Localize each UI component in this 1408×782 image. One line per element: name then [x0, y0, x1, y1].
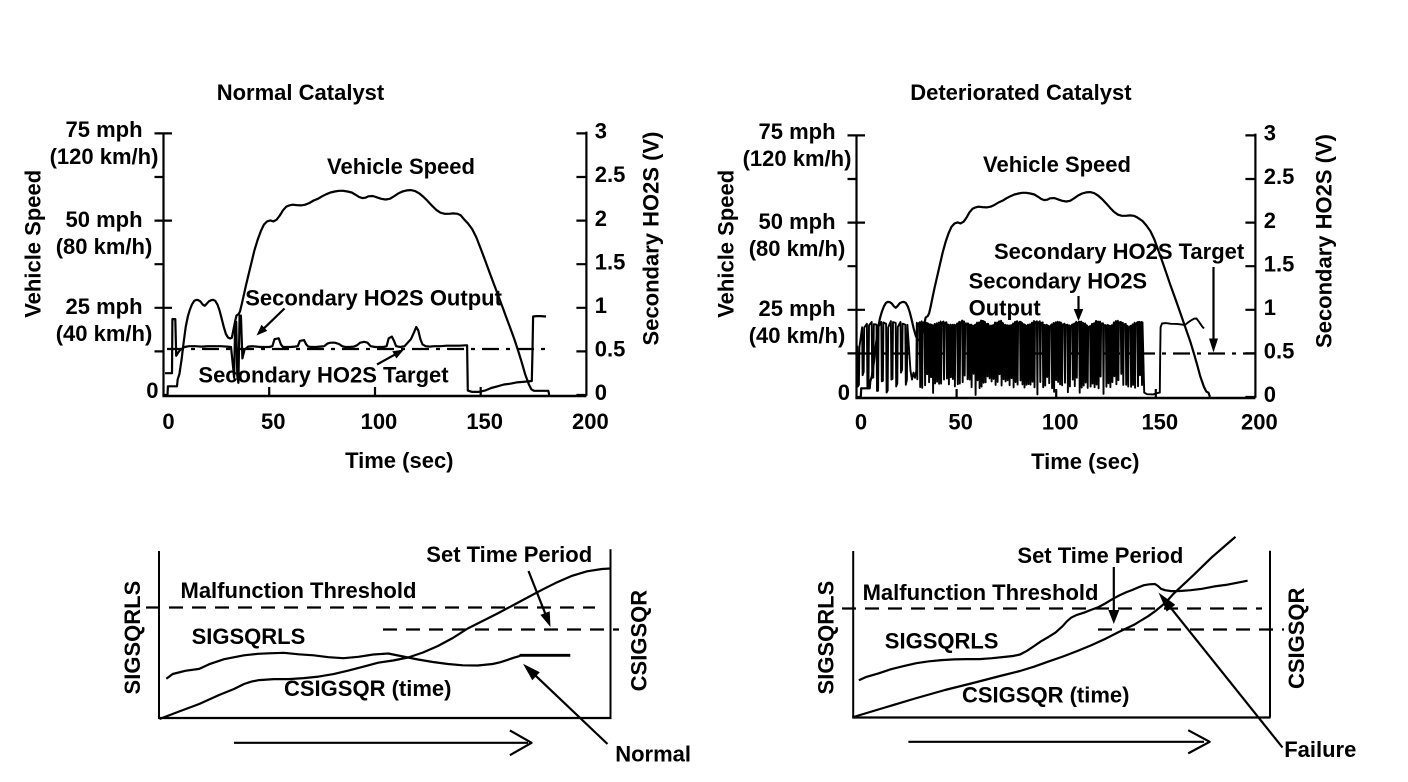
- svg-text:200: 200: [1241, 410, 1278, 435]
- svg-text:1.5: 1.5: [1264, 251, 1295, 276]
- svg-text:3: 3: [595, 119, 607, 144]
- svg-text:Secondary HO2S Target: Secondary HO2S Target: [198, 363, 449, 388]
- svg-text:25 mph: 25 mph: [758, 296, 835, 321]
- svg-text:Secondary HO2S Output: Secondary HO2S Output: [245, 286, 502, 311]
- svg-text:Vehicle Speed: Vehicle Speed: [983, 152, 1131, 177]
- svg-text:150: 150: [1141, 410, 1178, 435]
- svg-text:0: 0: [838, 380, 850, 405]
- svg-text:1: 1: [1264, 295, 1276, 320]
- svg-text:0: 0: [146, 378, 158, 403]
- svg-text:Secondary HO2S (V): Secondary HO2S (V): [1311, 134, 1336, 348]
- svg-text:50 mph: 50 mph: [65, 207, 142, 232]
- svg-text:1: 1: [595, 293, 607, 318]
- svg-text:50: 50: [261, 409, 285, 434]
- svg-text:50: 50: [948, 410, 972, 435]
- svg-text:Malfunction Threshold: Malfunction Threshold: [181, 578, 417, 603]
- svg-text:100: 100: [1042, 410, 1079, 435]
- svg-text:0: 0: [1264, 382, 1276, 407]
- svg-text:2: 2: [1264, 208, 1276, 233]
- svg-text:0: 0: [855, 410, 867, 435]
- svg-text:Time (sec): Time (sec): [1031, 449, 1139, 474]
- svg-text:75 mph: 75 mph: [758, 119, 835, 144]
- svg-text:150: 150: [466, 409, 503, 434]
- svg-text:0.5: 0.5: [1264, 339, 1295, 364]
- svg-text:Vehicle Speed: Vehicle Speed: [21, 170, 46, 318]
- svg-text:50 mph: 50 mph: [758, 209, 835, 234]
- svg-text:Set Time Period: Set Time Period: [426, 542, 592, 567]
- svg-text:CSIGSQR: CSIGSQR: [1284, 587, 1309, 689]
- svg-text:3: 3: [1264, 121, 1276, 146]
- svg-text:CSIGSQR (time): CSIGSQR (time): [962, 682, 1129, 707]
- svg-text:0: 0: [595, 380, 607, 405]
- svg-text:CSIGSQR: CSIGSQR: [626, 590, 651, 692]
- svg-text:Secondary HO2S Target: Secondary HO2S Target: [994, 239, 1245, 264]
- svg-text:Failure: Failure: [1284, 737, 1356, 762]
- svg-text:(80 km/h): (80 km/h): [749, 236, 846, 261]
- svg-text:100: 100: [361, 409, 398, 434]
- svg-text:Vehicle Speed: Vehicle Speed: [714, 170, 739, 318]
- svg-text:2.5: 2.5: [1264, 164, 1295, 189]
- svg-text:CSIGSQR (time): CSIGSQR (time): [284, 676, 451, 701]
- svg-text:SIGSQRLS: SIGSQRLS: [120, 581, 145, 695]
- svg-text:Vehicle Speed: Vehicle Speed: [327, 154, 475, 179]
- svg-text:200: 200: [572, 409, 609, 434]
- svg-text:75 mph: 75 mph: [65, 117, 142, 142]
- svg-text:Malfunction Threshold: Malfunction Threshold: [863, 580, 1099, 605]
- svg-text:0.5: 0.5: [595, 337, 626, 362]
- svg-text:Normal Catalyst: Normal Catalyst: [217, 80, 385, 105]
- svg-text:SIGSQRLS: SIGSQRLS: [814, 581, 839, 695]
- svg-text:2: 2: [595, 206, 607, 231]
- svg-text:25 mph: 25 mph: [65, 294, 142, 319]
- svg-text:Deteriorated Catalyst: Deteriorated Catalyst: [910, 80, 1132, 105]
- svg-text:Normal: Normal: [615, 742, 691, 767]
- svg-text:Output: Output: [969, 295, 1042, 320]
- svg-text:Set Time Period: Set Time Period: [1017, 543, 1183, 568]
- svg-text:Secondary HO2S (V): Secondary HO2S (V): [638, 132, 663, 346]
- svg-text:(40 km/h): (40 km/h): [56, 321, 153, 346]
- svg-text:Secondary HO2S: Secondary HO2S: [969, 269, 1148, 294]
- svg-text:2.5: 2.5: [595, 162, 626, 187]
- svg-text:(120 km/h): (120 km/h): [50, 144, 159, 169]
- svg-text:(40 km/h): (40 km/h): [749, 323, 846, 348]
- svg-text:SIGSQRLS: SIGSQRLS: [885, 629, 999, 654]
- svg-text:1.5: 1.5: [595, 249, 626, 274]
- svg-text:(80 km/h): (80 km/h): [56, 234, 153, 259]
- svg-text:Time (sec): Time (sec): [345, 448, 453, 473]
- svg-text:0: 0: [162, 409, 174, 434]
- svg-text:(120 km/h): (120 km/h): [743, 146, 852, 171]
- svg-text:SIGSQRLS: SIGSQRLS: [192, 624, 306, 649]
